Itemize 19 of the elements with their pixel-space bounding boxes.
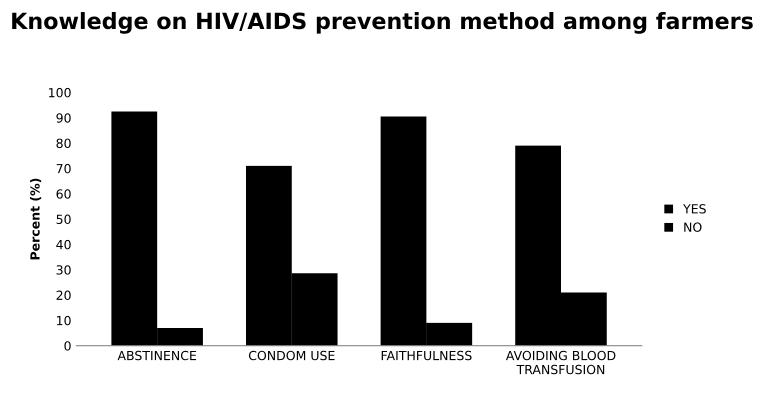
- y-tick-label: 0: [64, 341, 71, 351]
- x-tick-label: AVOIDING BLOOD TRANSFUSION: [506, 350, 616, 374]
- x-tick-label: CONDOM USE: [248, 350, 335, 360]
- x-tick-label: ABSTINENCE: [118, 350, 196, 360]
- y-tick-label: 70: [56, 164, 71, 174]
- y-tick-label: 30: [56, 265, 71, 275]
- y-tick-label: 90: [56, 113, 71, 123]
- x-tick-label: FAITHFULNESS: [382, 350, 472, 360]
- y-tick-label: 80: [56, 138, 71, 148]
- y-tick-label: 20: [56, 290, 71, 300]
- y-tick-label: 60: [56, 189, 71, 199]
- y-tick-label: 50: [56, 214, 71, 224]
- legend-label: NO: [684, 222, 702, 232]
- legend-label: YES: [683, 204, 706, 214]
- y-tick-label: 100: [49, 88, 71, 98]
- y-tick-label: 10: [57, 316, 71, 326]
- y-axis-title: Percent (%): [30, 178, 42, 260]
- chart-title: Knowledge on HIV/AIDS prevention method among farmers: [12, 12, 753, 34]
- y-tick-label: 40: [56, 240, 71, 250]
